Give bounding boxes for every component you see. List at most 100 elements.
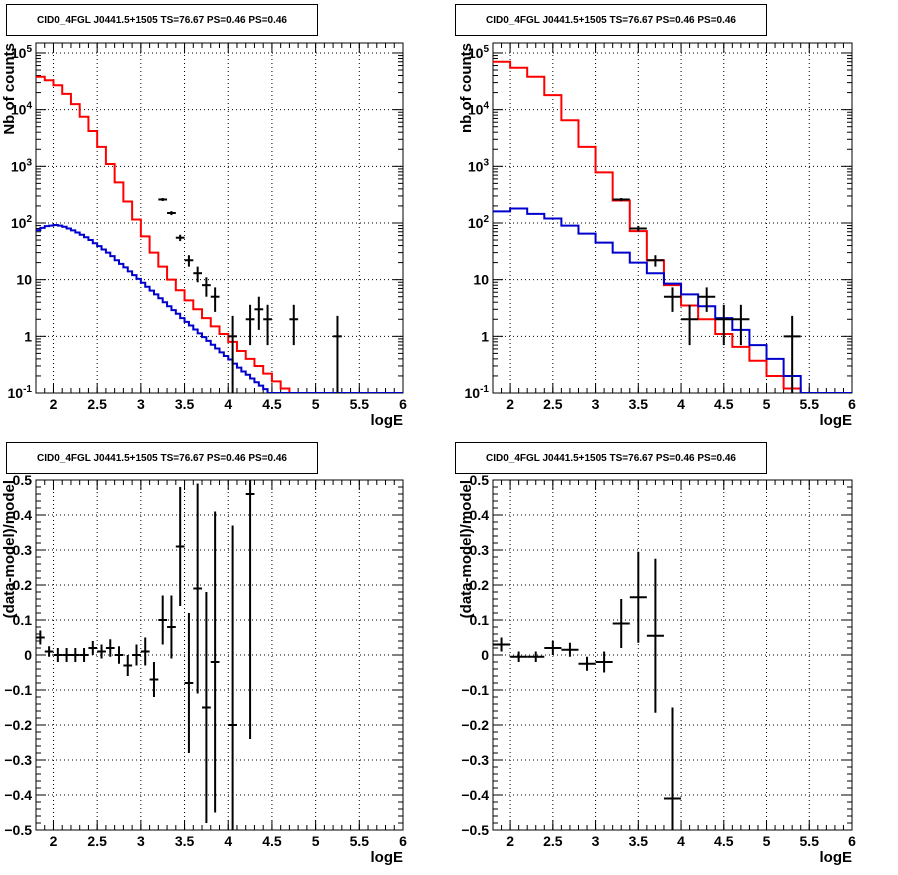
data-point <box>698 287 716 312</box>
x-tick-label: 6 <box>399 396 407 412</box>
x-tick-label: 2 <box>506 396 514 412</box>
data-point <box>202 277 211 297</box>
x-tick-label: 5 <box>763 396 771 412</box>
y-tick-label: −0.5 <box>461 822 489 838</box>
chart-title: CID0_4FGL J0441.5+1505 TS=76.67 PS=0.46 … <box>455 4 767 36</box>
data-point <box>663 287 682 312</box>
y-tick-label: −0.3 <box>461 752 489 768</box>
y-tick-label: 104 <box>468 101 490 118</box>
y-tick-label: 0.2 <box>470 577 490 593</box>
y-tick-label: 0.1 <box>470 612 490 628</box>
x-tick-label: 5.5 <box>800 833 820 849</box>
data-point <box>254 296 264 330</box>
data-point <box>263 304 272 346</box>
chart-svg: 2 2.5 3 3.5 4 4.5 5 5.5 6 −0.5 −0.4 −0.3 −0.2 −0.1 0 0.… <box>1 472 407 866</box>
data-point <box>140 637 150 666</box>
y-tick-label: 102 <box>11 214 33 231</box>
y-tick-label: −0.4 <box>461 787 489 803</box>
y-tick-label: 0 <box>24 647 32 663</box>
x-tick-label: 2.5 <box>543 396 563 412</box>
x-tick-label: 5.5 <box>800 396 820 412</box>
y-axis-label: (data-model)/model <box>1 480 18 618</box>
chart-svg: 2 2.5 3 3.5 4 4.5 5 5.5 6 10-1 1 10 102 103 104 105 logE… <box>458 42 856 429</box>
x-tick-label: 5 <box>312 833 320 849</box>
series-step-line-red <box>493 60 852 393</box>
x-tick-label: 3.5 <box>629 396 649 412</box>
y-tick-label: 104 <box>11 101 33 118</box>
y-tick-label: 0.4 <box>470 507 490 523</box>
data-point <box>88 641 98 655</box>
x-tick-label: 6 <box>399 833 407 849</box>
x-tick-label: 3 <box>592 833 600 849</box>
data-point <box>681 304 699 346</box>
data-point <box>184 255 194 267</box>
data-point <box>228 315 237 393</box>
data-point <box>53 648 63 662</box>
data-point <box>123 655 133 676</box>
x-tick-label: 4 <box>224 833 232 849</box>
data-point <box>578 656 596 671</box>
x-tick-label: 5.5 <box>350 833 370 849</box>
data-point <box>175 234 185 242</box>
y-tick-label: 105 <box>468 44 490 61</box>
data-point <box>289 304 299 346</box>
y-axis-label: (data-model)/model <box>458 480 475 618</box>
chart-title: CID0_4FGL J0441.5+1505 TS=76.67 PS=0.46 … <box>6 4 318 36</box>
chart-panel-bottom-left: 2 2.5 3 3.5 4 4.5 5 5.5 6 −0.5 −0.4 −0.3 −0.2 −0.1 0 0.… <box>0 438 449 875</box>
axis-ticks <box>492 479 853 831</box>
y-tick-label: 0.2 <box>13 577 33 593</box>
y-tick-label: 0.3 <box>13 542 33 558</box>
x-tick-label: 6 <box>848 396 856 412</box>
data-point <box>228 525 237 830</box>
chart-title: CID0_4FGL J0441.5+1505 TS=76.67 PS=0.46 … <box>455 442 767 474</box>
x-tick-label: 5.5 <box>350 396 370 412</box>
y-tick-label: −0.5 <box>4 822 32 838</box>
data-point <box>612 198 630 202</box>
data-point <box>561 642 579 657</box>
data-point <box>132 644 141 666</box>
x-tick-label: 2 <box>50 833 58 849</box>
data-point <box>210 287 220 312</box>
data-point <box>646 255 664 267</box>
data-point <box>97 644 106 659</box>
data-point <box>36 630 45 645</box>
y-tick-label: 10-1 <box>465 384 490 401</box>
y-tick-label: 0.1 <box>13 612 33 628</box>
x-tick-label: 4.5 <box>262 396 282 412</box>
data-point <box>544 641 562 655</box>
grid <box>36 43 403 393</box>
data-point <box>646 558 664 713</box>
chart-svg: 2 2.5 3 3.5 4 4.5 5 5.5 6 10-1 1 10 102 103 104 105 logE… <box>1 42 407 429</box>
y-tick-label: 105 <box>11 44 33 61</box>
x-axis-label: logE <box>820 412 853 429</box>
y-tick-label: 0.4 <box>13 507 33 523</box>
x-tick-label: 2.5 <box>87 396 107 412</box>
data-point <box>62 648 71 662</box>
y-tick-label: −0.3 <box>4 752 32 768</box>
x-tick-label: 3.5 <box>175 833 195 849</box>
chart-svg: 2 2.5 3 3.5 4 4.5 5 5.5 6 −0.5 −0.4 −0.3 −0.2 −0.1 0 0.… <box>458 472 856 866</box>
data-point <box>245 304 255 346</box>
axis-ticks <box>35 479 404 831</box>
data-point <box>149 662 159 697</box>
plot-frame <box>35 42 404 394</box>
y-tick-label: −0.2 <box>461 717 489 733</box>
y-tick-label: 102 <box>468 214 490 231</box>
data-point <box>493 637 511 652</box>
x-tick-label: 2.5 <box>543 833 563 849</box>
data-point <box>167 595 176 659</box>
data-point <box>510 651 528 662</box>
data-point <box>210 511 220 813</box>
y-tick-label: 0.5 <box>13 472 33 488</box>
y-tick-label: 10-1 <box>8 384 33 401</box>
chart-panel-bottom-right: 2 2.5 3 3.5 4 4.5 5 5.5 6 −0.5 −0.4 −0.3 −0.2 −0.1 0 0.… <box>449 438 898 875</box>
y-axis-label: Nb of counts <box>1 43 18 135</box>
y-axis-label: nb of counts <box>458 43 475 133</box>
y-tick-label: 1 <box>481 328 489 344</box>
y-tick-label: −0.2 <box>4 717 32 733</box>
x-tick-label: 5 <box>763 833 771 849</box>
x-tick-label: 3.5 <box>175 396 195 412</box>
x-tick-label: 2 <box>506 833 514 849</box>
data-point <box>527 651 545 662</box>
